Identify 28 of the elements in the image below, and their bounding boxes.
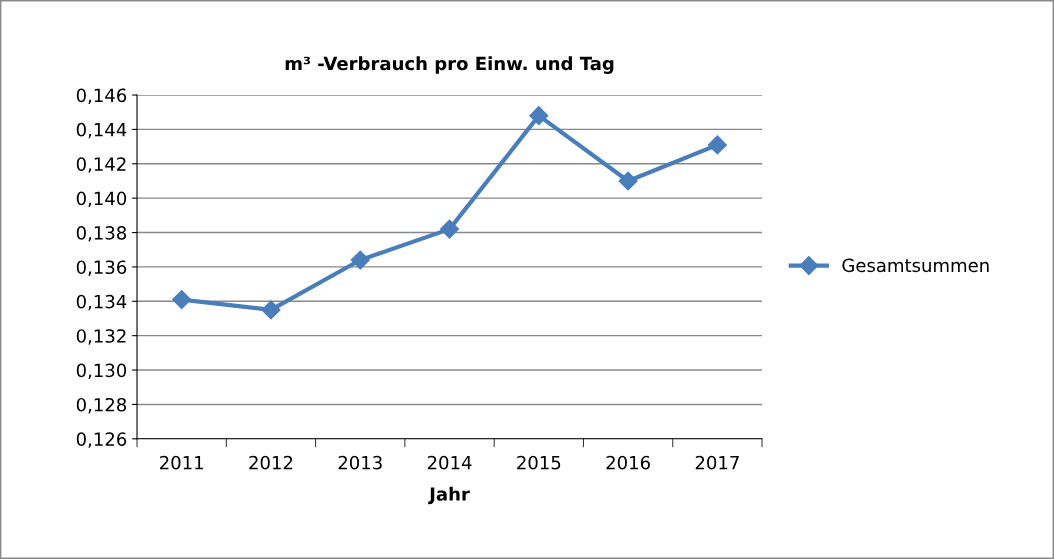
x-tick-label: 2013: [338, 455, 382, 470]
y-tick-label: 0,126: [76, 432, 127, 448]
x-tick-label: 2016: [606, 455, 650, 470]
y-tick-label: 0,140: [76, 191, 127, 208]
point: [529, 106, 549, 126]
x-tick-label: 2014: [427, 455, 472, 470]
y-tick-label: 0,134: [76, 294, 127, 311]
point: [350, 250, 370, 270]
x-axis-title: Jahr: [428, 486, 470, 505]
x-tick-label: 2011: [160, 455, 203, 470]
y-tick-label: 0,138: [76, 226, 127, 242]
x-tick-label: 2015: [517, 455, 561, 470]
point: [439, 219, 460, 239]
y-tick-label: 0,144: [76, 122, 127, 139]
chart-title: m³ -Verbrauch pro Einw. und Tag: [285, 56, 614, 74]
x-tick-label: 2012: [249, 455, 293, 470]
y-tick-label: 0,142: [76, 157, 126, 173]
x-tick-label: 2017: [695, 455, 739, 470]
point: [707, 135, 727, 155]
y-tick-label: 0,136: [76, 260, 127, 276]
y-tick-label: 0,128: [76, 397, 127, 414]
y-tick-label: 0,132: [76, 329, 126, 345]
y-tick-label: 0,130: [76, 363, 127, 380]
point: [172, 290, 192, 310]
point: [618, 171, 638, 191]
legend-label: Gesamtsummen: [842, 258, 989, 273]
y-tick-label: 0,146: [76, 88, 127, 104]
point: [261, 300, 281, 320]
